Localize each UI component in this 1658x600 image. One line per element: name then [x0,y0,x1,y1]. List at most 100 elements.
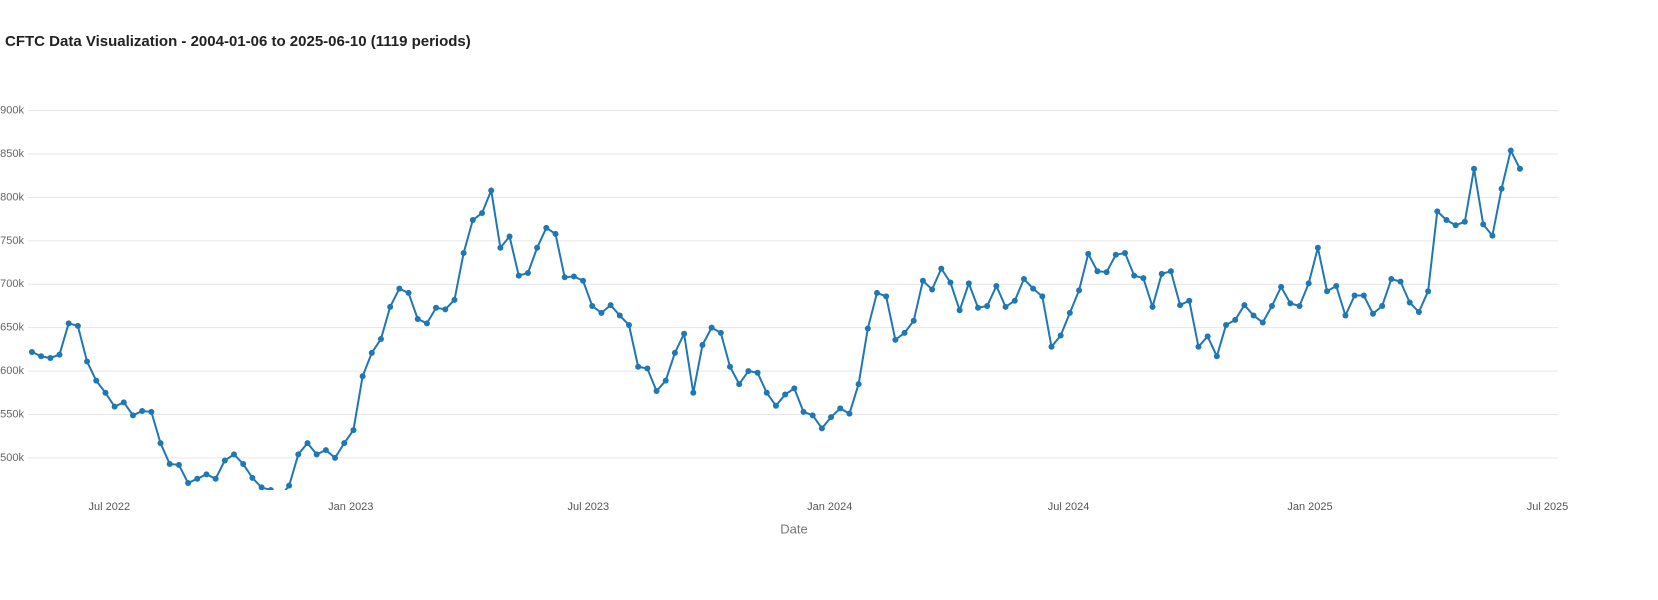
data-point [800,408,807,415]
data-point [1195,343,1202,350]
data-point [249,474,256,481]
data-point [1406,299,1413,306]
data-point [1351,292,1358,299]
data-point [203,471,210,478]
data-point [1085,250,1092,257]
data-point [607,302,614,309]
data-point [1186,297,1193,304]
data-point [1158,270,1165,277]
data-point [947,279,954,286]
data-point [524,269,531,276]
chart-title: CFTC Data Visualization - 2004-01-06 to … [5,33,471,50]
y-tick-label: 850k [0,148,24,160]
data-point [791,385,798,392]
data-point [240,460,247,467]
x-tick-label: Jul 2024 [1048,501,1090,513]
data-point [681,330,688,337]
x-tick-label: Jan 2024 [807,501,852,513]
data-point [74,322,81,329]
data-point [1379,302,1386,309]
data-point [717,329,724,336]
data-point [772,402,779,409]
data-point [736,381,743,388]
data-point [837,405,844,412]
data-point [221,457,228,464]
data-point [763,389,770,396]
data-point [1388,276,1395,283]
data-point [1314,244,1321,251]
data-point [1452,222,1459,229]
data-point [1112,251,1119,258]
data-point [1507,147,1514,154]
data-point [708,324,715,331]
y-tick-label: 900k [0,105,24,117]
data-point [1002,303,1009,310]
data-point [231,451,238,458]
data-point [267,487,274,490]
data-point [56,351,63,358]
data-point [570,273,577,280]
data-point [782,391,789,398]
data-point [139,408,146,414]
data-point [1057,332,1064,339]
data-point [433,304,440,311]
data-point [938,265,945,272]
data-point [984,302,991,309]
data-point [414,315,421,322]
data-point [1076,287,1083,294]
data-point [1223,322,1230,329]
data-point [625,322,632,329]
data-point [1149,303,1156,310]
data-point [699,342,706,349]
data-point [580,277,587,284]
data-point [690,389,697,396]
data-point [258,484,265,490]
data-point [1204,333,1211,340]
data-point [185,480,192,487]
data-point [515,272,522,279]
y-tick-label: 750k [0,235,24,247]
data-point [451,296,458,303]
data-point [993,282,1000,289]
data-point [1020,276,1027,283]
data-point [175,461,182,468]
data-point [506,233,513,240]
data-point [1425,288,1432,295]
data-point [93,377,100,384]
data-point [616,312,623,319]
data-point [1066,309,1073,316]
data-point [1011,297,1018,304]
data-point [1333,282,1340,289]
data-point [635,363,642,370]
data-point [387,303,394,310]
data-point [1268,302,1275,309]
data-point [313,451,320,458]
data-point [341,440,348,447]
data-point [350,427,357,434]
y-tick-label: 550k [0,408,24,420]
data-point [377,335,384,342]
data-point [671,349,678,356]
data-point [38,353,45,360]
data-point [754,369,761,376]
data-point [892,336,899,343]
y-tick-label: 600k [0,365,24,377]
data-point [286,482,293,489]
data-point [828,414,835,421]
series-line [31,147,1521,490]
data-point [84,358,91,365]
data-point [552,230,559,237]
data-point [901,329,908,336]
data-point [1094,268,1101,275]
data-point [1360,292,1367,299]
data-point [662,377,669,384]
data-point [1278,283,1285,290]
data-point [883,293,890,300]
data-point [1030,285,1037,292]
data-point [846,410,853,417]
data-point [1250,312,1257,319]
data-point [1305,280,1312,287]
data-point [1232,316,1239,323]
data-point [460,250,467,256]
